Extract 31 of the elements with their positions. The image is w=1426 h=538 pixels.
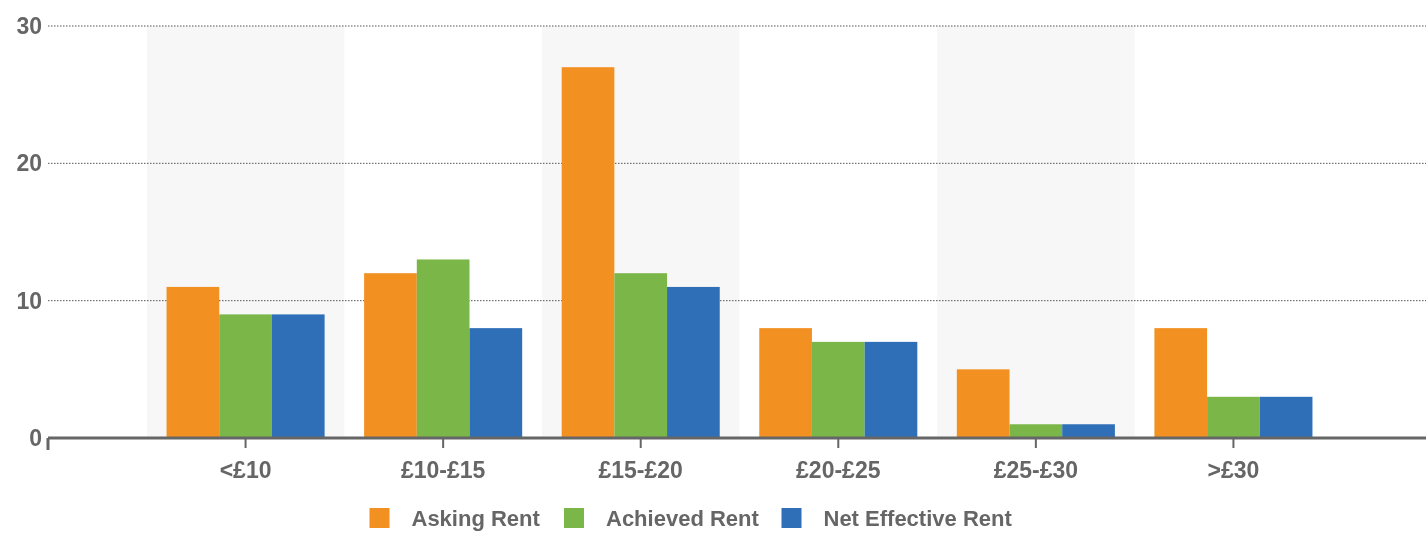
x-tick-label: >£30 <box>1207 457 1260 483</box>
x-tick-label: £10-£15 <box>400 457 486 483</box>
bar <box>469 328 523 438</box>
legend-label: Asking Rent <box>411 506 541 531</box>
bar <box>1009 424 1063 438</box>
legend-label: Achieved Rent <box>606 506 760 531</box>
bar <box>364 273 417 438</box>
bar <box>1154 328 1208 438</box>
bar <box>1259 396 1313 438</box>
bar <box>166 286 220 438</box>
x-tick-label: <£10 <box>219 457 272 483</box>
bar <box>667 286 720 438</box>
legend-label: Net Effective Rent <box>823 506 1013 531</box>
bar <box>864 341 918 438</box>
bar <box>561 67 615 438</box>
bar <box>1207 396 1260 438</box>
bar <box>956 369 1010 438</box>
y-tick-label: 30 <box>16 13 42 40</box>
bar <box>759 328 812 438</box>
x-tick-label: £20-£25 <box>796 457 881 483</box>
bar <box>1062 424 1115 438</box>
x-tick-label: £25-£30 <box>993 457 1079 483</box>
bar <box>271 314 325 438</box>
bar <box>416 259 470 438</box>
bar <box>811 341 865 438</box>
x-tick-label: £15-£20 <box>598 457 683 483</box>
bar <box>219 314 272 438</box>
y-tick-label: 10 <box>16 287 42 314</box>
bar <box>614 273 668 438</box>
y-tick-label: 0 <box>29 425 42 452</box>
y-tick-label: 20 <box>16 150 42 177</box>
